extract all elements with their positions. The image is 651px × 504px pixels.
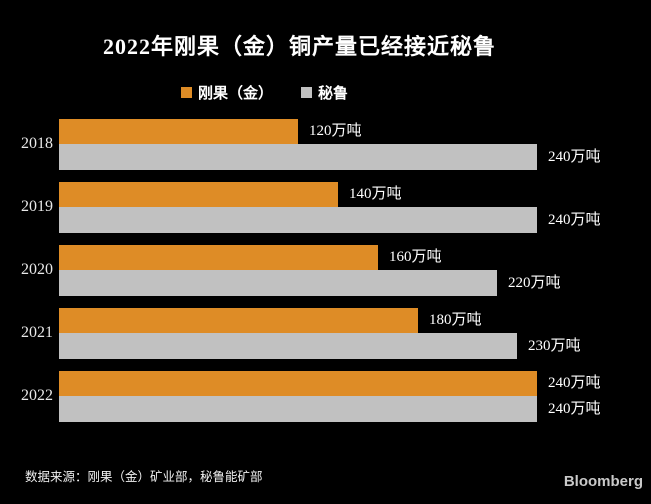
legend: 刚果（金） 秘鲁	[181, 82, 348, 103]
year-label-2018: 2018	[21, 135, 53, 152]
bar-congo-2022	[59, 371, 537, 396]
bar-congo-2018	[59, 119, 298, 144]
legend-item-peru: 秘鲁	[301, 82, 348, 103]
year-label-2022: 2022	[21, 387, 53, 404]
legend-swatch-peru	[301, 87, 313, 98]
value-label-peru-2021: 230万吨	[528, 338, 581, 354]
plot-area: 2018 120万吨 240万吨 2019 140万吨 240万吨 2020 160万吨 220…	[21, 119, 601, 422]
value-label-congo-2018: 120万吨	[309, 123, 362, 139]
bar-congo-2019	[59, 182, 338, 207]
value-label-congo-2019: 140万吨	[349, 186, 402, 202]
legend-item-congo: 刚果（金）	[181, 82, 273, 103]
year-label-2019: 2019	[21, 198, 53, 215]
chart-title: 2022年刚果（金）铜产量已经接近秘鲁	[103, 34, 497, 59]
bar-peru-2022	[59, 396, 537, 422]
value-label-peru-2020: 220万吨	[508, 275, 561, 291]
source-note: 数据来源：刚果（金）矿业部，秘鲁能矿部	[25, 470, 263, 484]
legend-label-congo: 刚果（金）	[198, 86, 274, 102]
value-label-congo-2022: 240万吨	[548, 375, 601, 391]
bar-congo-2021	[59, 308, 418, 333]
legend-swatch-congo	[181, 87, 192, 98]
value-label-congo-2021: 180万吨	[429, 312, 482, 328]
value-label-peru-2022: 240万吨	[548, 401, 601, 417]
bar-peru-2021	[59, 333, 517, 359]
bar-peru-2018	[59, 144, 537, 170]
value-label-peru-2019: 240万吨	[548, 212, 601, 228]
year-label-2020: 2020	[21, 261, 53, 278]
bar-peru-2020	[59, 270, 497, 296]
legend-label-peru: 秘鲁	[318, 86, 349, 102]
value-label-peru-2018: 240万吨	[548, 149, 601, 165]
bloomberg-logo: Bloomberg	[563, 473, 643, 490]
year-label-2021: 2021	[21, 324, 53, 341]
value-label-congo-2020: 160万吨	[389, 249, 442, 265]
bar-congo-2020	[59, 245, 378, 270]
bar-peru-2019	[59, 207, 537, 233]
